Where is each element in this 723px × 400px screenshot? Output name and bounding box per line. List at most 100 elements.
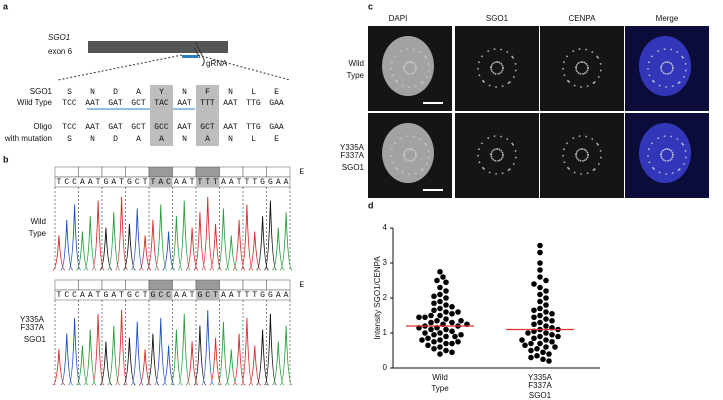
data-point [528,347,534,354]
x-tick-label: F337A [528,381,552,390]
spot [662,62,665,65]
spot [410,160,412,162]
spot [412,72,414,75]
base-letter: A [182,291,187,300]
data-point [531,314,537,321]
base-letter: T [213,178,218,187]
spot [415,153,417,156]
spot [424,142,427,145]
spot [512,75,515,78]
spot [566,142,568,145]
spot [584,159,586,162]
data-point [537,284,543,291]
column-header: CENPA [569,14,597,23]
trace-peak [91,313,105,386]
base-letter: C [72,291,77,300]
data-point [428,312,434,319]
spot [487,50,490,53]
spot [390,67,392,70]
sequence-cell: A [136,135,141,144]
spot [413,149,416,152]
row-label: Y335A [340,143,365,152]
base-letter: G [260,178,265,187]
micrograph [540,26,624,111]
sequence-cell: TCC [62,99,77,108]
spot [580,86,583,88]
spot [671,156,674,158]
data-point [458,331,464,338]
base-letter: A [111,178,116,187]
spot [420,169,423,171]
data-point [443,326,449,333]
spot [653,168,655,170]
spot [670,135,673,138]
spot [586,85,589,88]
spot [682,75,685,78]
amino-cell [78,279,103,291]
spot [671,69,674,71]
spot [425,75,428,78]
data-point [537,298,543,305]
base-letter: A [88,291,93,300]
spot [403,66,405,69]
data-point [543,344,549,350]
base-letter: T [119,291,124,300]
spot [667,73,669,75]
spot [681,55,684,58]
trace-peak [201,309,215,386]
spot [577,62,580,65]
base-letter: A [88,178,93,187]
spot [477,154,479,157]
spot [396,81,398,83]
spot [481,55,483,58]
base-letter: G [151,291,156,300]
spot [491,70,493,73]
spot [664,61,666,64]
data-point [528,354,534,361]
spot [582,73,584,75]
spot [575,64,578,66]
spot [405,72,408,74]
base-letter: A [229,178,234,187]
spot [492,62,495,65]
spot [404,70,406,73]
spot [662,149,665,152]
data-point [528,340,534,347]
sequence-cell: TTG [246,123,261,132]
spot [490,64,493,66]
sequence-cell: S [67,135,72,144]
trace-peak [240,317,254,386]
data-point [549,331,555,338]
spot [648,61,650,64]
spot [478,161,481,164]
data-point [428,326,434,333]
data-point [543,337,549,343]
spot [576,157,578,160]
data-point [434,277,440,284]
data-point [425,335,431,342]
spot [563,161,566,164]
amino-cell [219,166,244,178]
spot [664,148,666,151]
exon-label: exon 6 [48,47,73,56]
spot [391,74,394,77]
spot [586,172,589,175]
data-point [537,249,543,256]
spot [575,153,577,156]
data-point [543,302,549,308]
sequence-cell: AAT [223,99,238,108]
sequence-cell: TAC [154,99,169,108]
spot [573,171,576,174]
spot [568,81,570,83]
data-point [443,302,449,308]
data-point [437,268,443,275]
spot [585,135,588,138]
spot [583,148,586,151]
spot [592,169,595,171]
data-point [431,307,437,314]
data-point [437,330,443,336]
data-point [449,340,455,347]
trace-peak [263,313,277,386]
trace-peak [201,196,215,271]
data-point [428,319,434,326]
